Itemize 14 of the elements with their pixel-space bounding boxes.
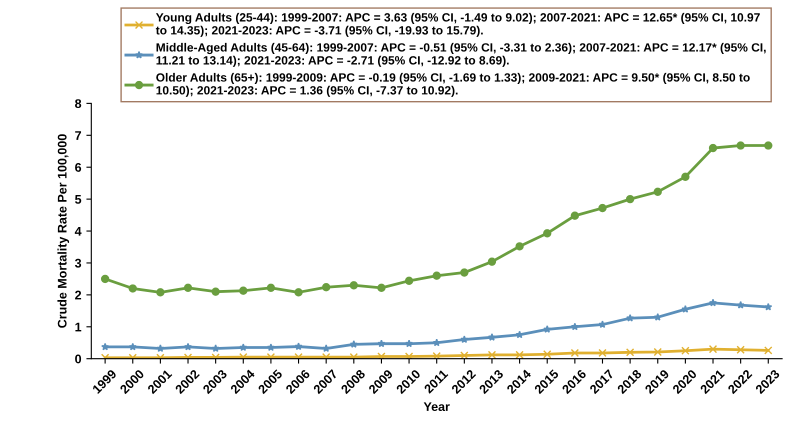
y-tick-label: 6	[75, 163, 82, 172]
y-tick-label: 1	[75, 322, 82, 332]
legend-label: Older Adults (65+): 1999-2009: APC = -0.19 (95% CI, -1.69 to 1.33); 2009-2021: APC = 9.50* (95% CI, 8.50 to 10.50); 2021-2023: APC = 1.36 (95% CI, -7.37 to 10.92).	[156, 72, 750, 97]
legend-label: Young Adults (25-44): 1999-2007: APC = 3.63 (95% CI, -1.49 to 9.02); 2007-2021: APC = 12.65* (95% CI, 10.97 to 14.35); 2021-2023: APC = -3.71 (95% CI, -19.93 to 15.79).	[156, 12, 760, 37]
legend-label: Middle-Aged Adults (45-64): 1999-2007: APC = -0.51 (95% CI, -3.31 to 2.36); 2007-2021: APC = 12.17* (95% CI, 11.21 to 13.14); 2021-2023: APC = -2.71 (95% CI, -12.92 to 8.69).	[156, 42, 766, 67]
y-tick-label: 2	[75, 290, 82, 300]
y-tick-label: 0	[75, 354, 82, 364]
x-axis-title: Year	[424, 402, 450, 412]
y-tick-label: 5	[75, 195, 82, 204]
y-tick-label: 8	[75, 99, 82, 108]
y-axis-title: Crude Mortality Rate Per 100,000	[57, 134, 70, 328]
y-tick-label: 3	[74, 258, 82, 268]
y-tick-label: 4	[74, 226, 82, 236]
y-tick-label: 7	[75, 131, 82, 140]
